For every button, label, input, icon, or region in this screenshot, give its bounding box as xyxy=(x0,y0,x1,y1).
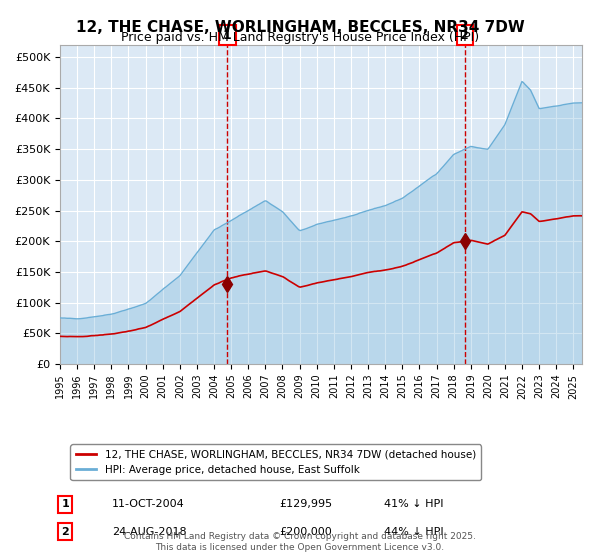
Text: Contains HM Land Registry data © Crown copyright and database right 2025.
This d: Contains HM Land Registry data © Crown c… xyxy=(124,532,476,552)
Text: 2: 2 xyxy=(61,526,69,536)
Text: 1: 1 xyxy=(223,29,232,42)
Text: 2: 2 xyxy=(460,29,469,42)
Legend: 12, THE CHASE, WORLINGHAM, BECCLES, NR34 7DW (detached house), HPI: Average pric: 12, THE CHASE, WORLINGHAM, BECCLES, NR34… xyxy=(70,445,481,480)
Text: £200,000: £200,000 xyxy=(279,526,332,536)
Text: 11-OCT-2004: 11-OCT-2004 xyxy=(112,500,185,510)
Text: Price paid vs. HM Land Registry's House Price Index (HPI): Price paid vs. HM Land Registry's House … xyxy=(121,31,479,44)
Text: 12, THE CHASE, WORLINGHAM, BECCLES, NR34 7DW: 12, THE CHASE, WORLINGHAM, BECCLES, NR34… xyxy=(76,20,524,35)
Text: 41% ↓ HPI: 41% ↓ HPI xyxy=(383,500,443,510)
Text: £129,995: £129,995 xyxy=(279,500,332,510)
Text: 1: 1 xyxy=(61,500,69,510)
Text: 44% ↓ HPI: 44% ↓ HPI xyxy=(383,526,443,536)
Text: 24-AUG-2018: 24-AUG-2018 xyxy=(112,526,187,536)
